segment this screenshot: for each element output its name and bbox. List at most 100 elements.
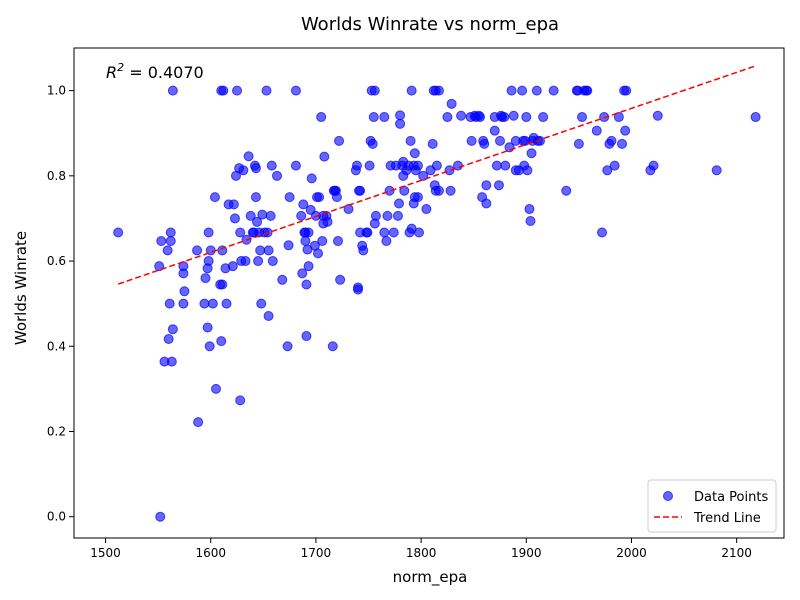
data-point <box>418 170 429 181</box>
data-point <box>207 298 218 309</box>
data-point <box>228 199 239 210</box>
data-point <box>427 138 438 149</box>
data-point <box>412 160 423 171</box>
data-point <box>392 210 403 221</box>
data-point <box>433 85 444 96</box>
data-point <box>245 210 256 221</box>
data-point <box>538 112 549 123</box>
data-point <box>489 125 500 136</box>
data-point <box>240 256 251 267</box>
data-point <box>491 160 502 171</box>
data-point <box>167 85 178 96</box>
data-point <box>355 185 366 196</box>
legend-label-data-points: Data Points <box>694 490 768 505</box>
legend-box <box>647 479 777 533</box>
data-point <box>364 160 375 171</box>
data-point <box>156 236 167 247</box>
y-tick-label: 0.4 <box>47 339 66 353</box>
data-point <box>466 135 477 146</box>
data-point <box>621 85 632 96</box>
data-point <box>263 311 274 322</box>
x-tick-label: 1500 <box>90 546 121 560</box>
data-point <box>179 286 190 297</box>
data-point <box>617 138 628 149</box>
data-point <box>265 210 276 221</box>
data-point <box>263 245 274 256</box>
data-point <box>493 180 504 191</box>
data-point <box>620 125 631 136</box>
data-point <box>267 256 278 267</box>
legend: Data Points Trend Line <box>647 479 777 533</box>
r-squared-superscript: 2 <box>117 61 124 74</box>
data-point <box>314 192 325 203</box>
chart-title: Worlds Winrate vs norm_epa <box>301 14 559 35</box>
data-point <box>301 279 312 290</box>
data-point <box>384 185 395 196</box>
data-point <box>388 227 399 238</box>
data-point <box>203 227 214 238</box>
data-point <box>613 112 624 123</box>
data-point <box>382 210 393 221</box>
data-point <box>261 85 272 96</box>
data-point <box>253 256 264 267</box>
y-tick-label: 0.2 <box>47 424 66 438</box>
legend-marker-data-points <box>663 491 673 501</box>
data-point <box>421 204 432 215</box>
data-point <box>548 85 559 96</box>
data-point <box>521 112 532 123</box>
data-point <box>277 274 288 285</box>
data-point <box>368 112 379 123</box>
data-point <box>327 341 338 352</box>
r-squared-value: = 0.4070 <box>124 63 204 82</box>
data-point <box>711 165 722 176</box>
data-point <box>495 135 505 146</box>
data-point <box>193 417 204 428</box>
data-point <box>162 245 173 256</box>
data-point <box>317 236 328 247</box>
data-point <box>445 185 456 196</box>
data-point <box>414 227 425 238</box>
data-point <box>166 356 177 367</box>
x-tick-label: 1800 <box>406 546 437 560</box>
x-tick-label: 1600 <box>195 546 226 560</box>
data-point <box>282 341 293 352</box>
data-point <box>412 192 423 203</box>
data-point <box>218 85 229 96</box>
y-tick-label: 1.0 <box>47 84 66 98</box>
data-point <box>203 256 214 267</box>
data-point <box>362 227 373 238</box>
data-point <box>433 185 444 196</box>
data-point <box>456 110 467 121</box>
data-point <box>573 138 584 149</box>
x-tick-label: 2100 <box>721 546 752 560</box>
data-point <box>370 210 381 221</box>
r-squared-label: R <box>106 63 117 82</box>
data-point <box>409 148 420 159</box>
y-tick-label: 0.6 <box>47 254 66 268</box>
data-point <box>283 240 294 251</box>
data-point <box>561 185 572 196</box>
data-point <box>582 85 593 96</box>
data-point <box>250 163 261 174</box>
data-point <box>591 125 602 136</box>
data-point <box>163 334 174 345</box>
data-point <box>316 112 327 123</box>
data-point <box>406 85 417 96</box>
data-point <box>306 173 317 184</box>
y-tick-label: 0.8 <box>47 169 66 183</box>
data-point <box>577 112 588 123</box>
data-point <box>227 261 238 272</box>
data-point <box>290 85 301 96</box>
legend-label-trend-line: Trend Line <box>693 511 761 526</box>
data-point <box>444 165 455 176</box>
data-point <box>284 192 295 203</box>
data-point <box>335 274 346 285</box>
data-point <box>165 227 176 238</box>
data-point <box>369 85 380 96</box>
data-point <box>113 227 124 238</box>
data-point <box>597 227 608 238</box>
data-point <box>221 298 232 309</box>
data-point <box>602 165 613 176</box>
data-point <box>296 210 307 221</box>
data-point <box>334 135 345 146</box>
